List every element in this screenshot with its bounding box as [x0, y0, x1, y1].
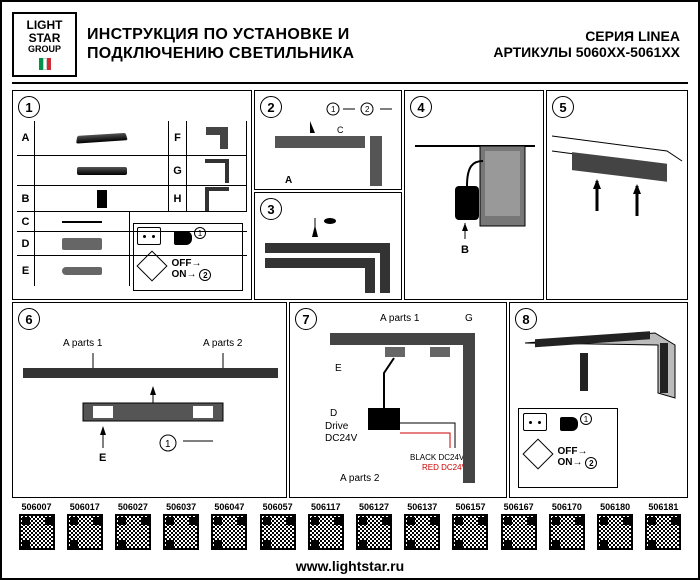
- qr-code-icon: [163, 514, 199, 550]
- step-4-panel: 4 B: [404, 90, 544, 300]
- qr-code-icon: [260, 514, 296, 550]
- main-title: ИНСТРУКЦИЯ ПО УСТАНОВКЕ И ПОДКЛЮЧЕНИЮ СВ…: [87, 12, 483, 76]
- step-6-diagram: E 1: [13, 303, 288, 499]
- step-8-number: 8: [515, 308, 537, 330]
- switch-icon: [136, 250, 167, 281]
- socket-icon: [137, 227, 161, 245]
- qr-code-icon: [404, 514, 440, 550]
- qr-code-icon: [115, 514, 151, 550]
- logo-l3: GROUP: [28, 45, 61, 55]
- part-C-label: C: [17, 212, 35, 231]
- svg-text:E: E: [99, 452, 106, 464]
- steps-grid: 1 A F G B H: [12, 90, 688, 498]
- qr-4: 506047: [214, 502, 244, 512]
- qr-9: 506157: [455, 502, 485, 512]
- step-1-number: 1: [18, 96, 40, 118]
- p8-power-controls: 1 OFF→ ON→ 2: [518, 408, 618, 488]
- qr-code-icon: [308, 514, 344, 550]
- svg-text:B: B: [461, 244, 469, 256]
- on-label: ON: [172, 269, 187, 280]
- plug-icon: [174, 231, 192, 245]
- title-l2: ПОДКЛЮЧЕНИЮ СВЕТИЛЬНИКА: [87, 44, 483, 63]
- step-6-number: 6: [18, 308, 40, 330]
- ctrl-n2: 2: [199, 269, 211, 281]
- title-l1: ИНСТРУКЦИЯ ПО УСТАНОВКЕ И: [87, 25, 483, 44]
- part-B-label: B: [17, 186, 35, 211]
- qr-0: 506007: [21, 502, 51, 512]
- step-2-number: 2: [260, 96, 282, 118]
- step-3-number: 3: [260, 198, 282, 220]
- step-4-number: 4: [410, 96, 432, 118]
- svg-text:A: A: [285, 175, 292, 186]
- qr-code-icon: [356, 514, 392, 550]
- p8-n2: 2: [585, 457, 597, 469]
- step-6-panel: 6 A parts 1 A parts 2 E 1: [12, 302, 287, 498]
- qr-code-icon: [211, 514, 247, 550]
- qr-code-row: 506007 506017 506027 506037 506047 50605…: [12, 502, 688, 556]
- svg-text:2: 2: [365, 105, 370, 114]
- plug-icon: [560, 417, 578, 431]
- parts-list: A F G B H C: [17, 121, 247, 295]
- p8-on: ON: [558, 457, 573, 468]
- qr-1: 506017: [70, 502, 100, 512]
- website-url: www.lightstar.ru: [12, 558, 688, 574]
- qr-10: 506167: [504, 502, 534, 512]
- step-5-diagram: [547, 91, 689, 301]
- step-7-diagram: [290, 303, 508, 499]
- step-5-number: 5: [552, 96, 574, 118]
- qr-6: 506117: [311, 502, 341, 512]
- qr-8: 506137: [407, 502, 437, 512]
- qr-11: 506170: [552, 502, 582, 512]
- header: LIGHT STAR GROUP ИНСТРУКЦИЯ ПО УСТАНОВКЕ…: [12, 12, 688, 84]
- qr-7: 506127: [359, 502, 389, 512]
- series-info: СЕРИЯ LINEA АРТИКУЛЫ 5060XX-5061XX: [493, 12, 688, 76]
- italy-flag-icon: [39, 58, 51, 70]
- p8-n1: 1: [580, 413, 592, 425]
- svg-text:1: 1: [165, 439, 171, 450]
- qr-code-icon: [549, 514, 585, 550]
- part-E-label: E: [17, 256, 35, 286]
- svg-text:C: C: [337, 125, 344, 135]
- qr-13: 506181: [648, 502, 678, 512]
- part-A-label: A: [17, 121, 35, 155]
- qr-code-icon: [501, 514, 537, 550]
- qr-code-icon: [67, 514, 103, 550]
- series-l1: СЕРИЯ LINEA: [493, 28, 680, 44]
- p8-off: OFF: [558, 446, 578, 457]
- logo: LIGHT STAR GROUP: [12, 12, 77, 77]
- qr-3: 506037: [166, 502, 196, 512]
- part-H-label: H: [169, 186, 187, 211]
- step-2-panel: 2 A C 1 2: [254, 90, 402, 190]
- step-1-panel: 1 A F G B H: [12, 90, 252, 300]
- step-7-panel: 7 A parts 1 A parts 2 G E D Drive DC24V …: [289, 302, 507, 498]
- svg-text:1: 1: [331, 105, 336, 114]
- qr-code-icon: [452, 514, 488, 550]
- ctrl-n1: 1: [194, 227, 206, 239]
- qr-5: 506057: [263, 502, 293, 512]
- qr-code-icon: [645, 514, 681, 550]
- part-D-label: D: [17, 232, 35, 255]
- qr-2: 506027: [118, 502, 148, 512]
- step-7-number: 7: [295, 308, 317, 330]
- power-controls: 1 OFF→ ON→ 2: [133, 223, 243, 291]
- qr-12: 506180: [600, 502, 630, 512]
- off-label: OFF: [172, 258, 192, 269]
- step-8-panel: 8 1 OFF→ ON→ 2: [509, 302, 688, 498]
- qr-code-icon: [19, 514, 55, 550]
- series-l2: АРТИКУЛЫ 5060XX-5061XX: [493, 44, 680, 60]
- socket-icon: [523, 413, 547, 431]
- part-F-label: F: [169, 121, 187, 155]
- switch-icon: [522, 438, 553, 469]
- part-G-label: G: [169, 156, 187, 185]
- qr-code-icon: [597, 514, 633, 550]
- step-3-panel: 3: [254, 192, 402, 300]
- instruction-sheet: LIGHT STAR GROUP ИНСТРУКЦИЯ ПО УСТАНОВКЕ…: [0, 0, 700, 580]
- step-5-panel: 5: [546, 90, 688, 300]
- step-4-diagram: B: [405, 91, 545, 301]
